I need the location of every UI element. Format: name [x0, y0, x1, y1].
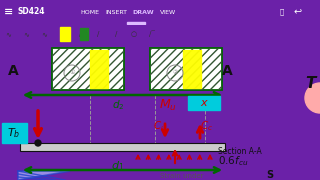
Circle shape: [35, 140, 41, 146]
Text: $x$: $x$: [200, 98, 208, 108]
Text: /: /: [79, 31, 81, 37]
Text: ↩: ↩: [294, 7, 302, 17]
Bar: [90, 50, 108, 88]
Text: S: S: [266, 170, 273, 180]
Text: ①: ①: [69, 71, 75, 75]
Text: T: T: [305, 75, 316, 91]
Text: /‾: /‾: [149, 31, 155, 37]
Bar: [150, 48, 222, 90]
Text: VIEW: VIEW: [160, 10, 176, 15]
Text: $0.6f_{cu}$: $0.6f_{cu}$: [218, 154, 248, 168]
Bar: [127, 22, 145, 24]
Text: $M_u$: $M_u$: [159, 97, 177, 112]
Text: INSERT: INSERT: [105, 10, 127, 15]
Text: /: /: [115, 31, 117, 37]
Text: A: A: [8, 64, 19, 78]
Text: 🔍: 🔍: [280, 9, 284, 15]
Bar: [80, 28, 88, 40]
Bar: [150, 48, 222, 90]
Bar: [20, 143, 225, 151]
Text: HOME: HOME: [80, 10, 99, 15]
Bar: [52, 48, 124, 90]
Text: $C_c$: $C_c$: [200, 119, 213, 133]
Text: ②: ②: [172, 71, 178, 75]
Text: DRAW: DRAW: [132, 10, 154, 15]
Wedge shape: [305, 83, 320, 113]
Text: $d_1$: $d_1$: [111, 159, 125, 173]
Bar: [52, 48, 124, 90]
Text: ∿: ∿: [41, 31, 47, 37]
Text: SD424: SD424: [18, 8, 45, 17]
Text: ○: ○: [131, 31, 137, 37]
Text: $C_u$: $C_u$: [153, 119, 167, 133]
Bar: [188, 96, 220, 110]
Bar: [2, 123, 27, 143]
Text: Strain under: Strain under: [160, 173, 204, 179]
Text: /: /: [97, 31, 99, 37]
Text: $d_2$: $d_2$: [112, 98, 124, 112]
Text: ∿: ∿: [59, 31, 65, 37]
Text: $T_b$: $T_b$: [7, 126, 21, 140]
Text: A: A: [222, 64, 233, 78]
Text: ∿: ∿: [23, 31, 29, 37]
Polygon shape: [18, 171, 70, 180]
Bar: [183, 50, 201, 88]
Text: ≡: ≡: [4, 7, 13, 17]
Text: Section A-A: Section A-A: [218, 147, 262, 156]
Text: ∿: ∿: [5, 31, 11, 37]
Bar: [60, 27, 70, 41]
